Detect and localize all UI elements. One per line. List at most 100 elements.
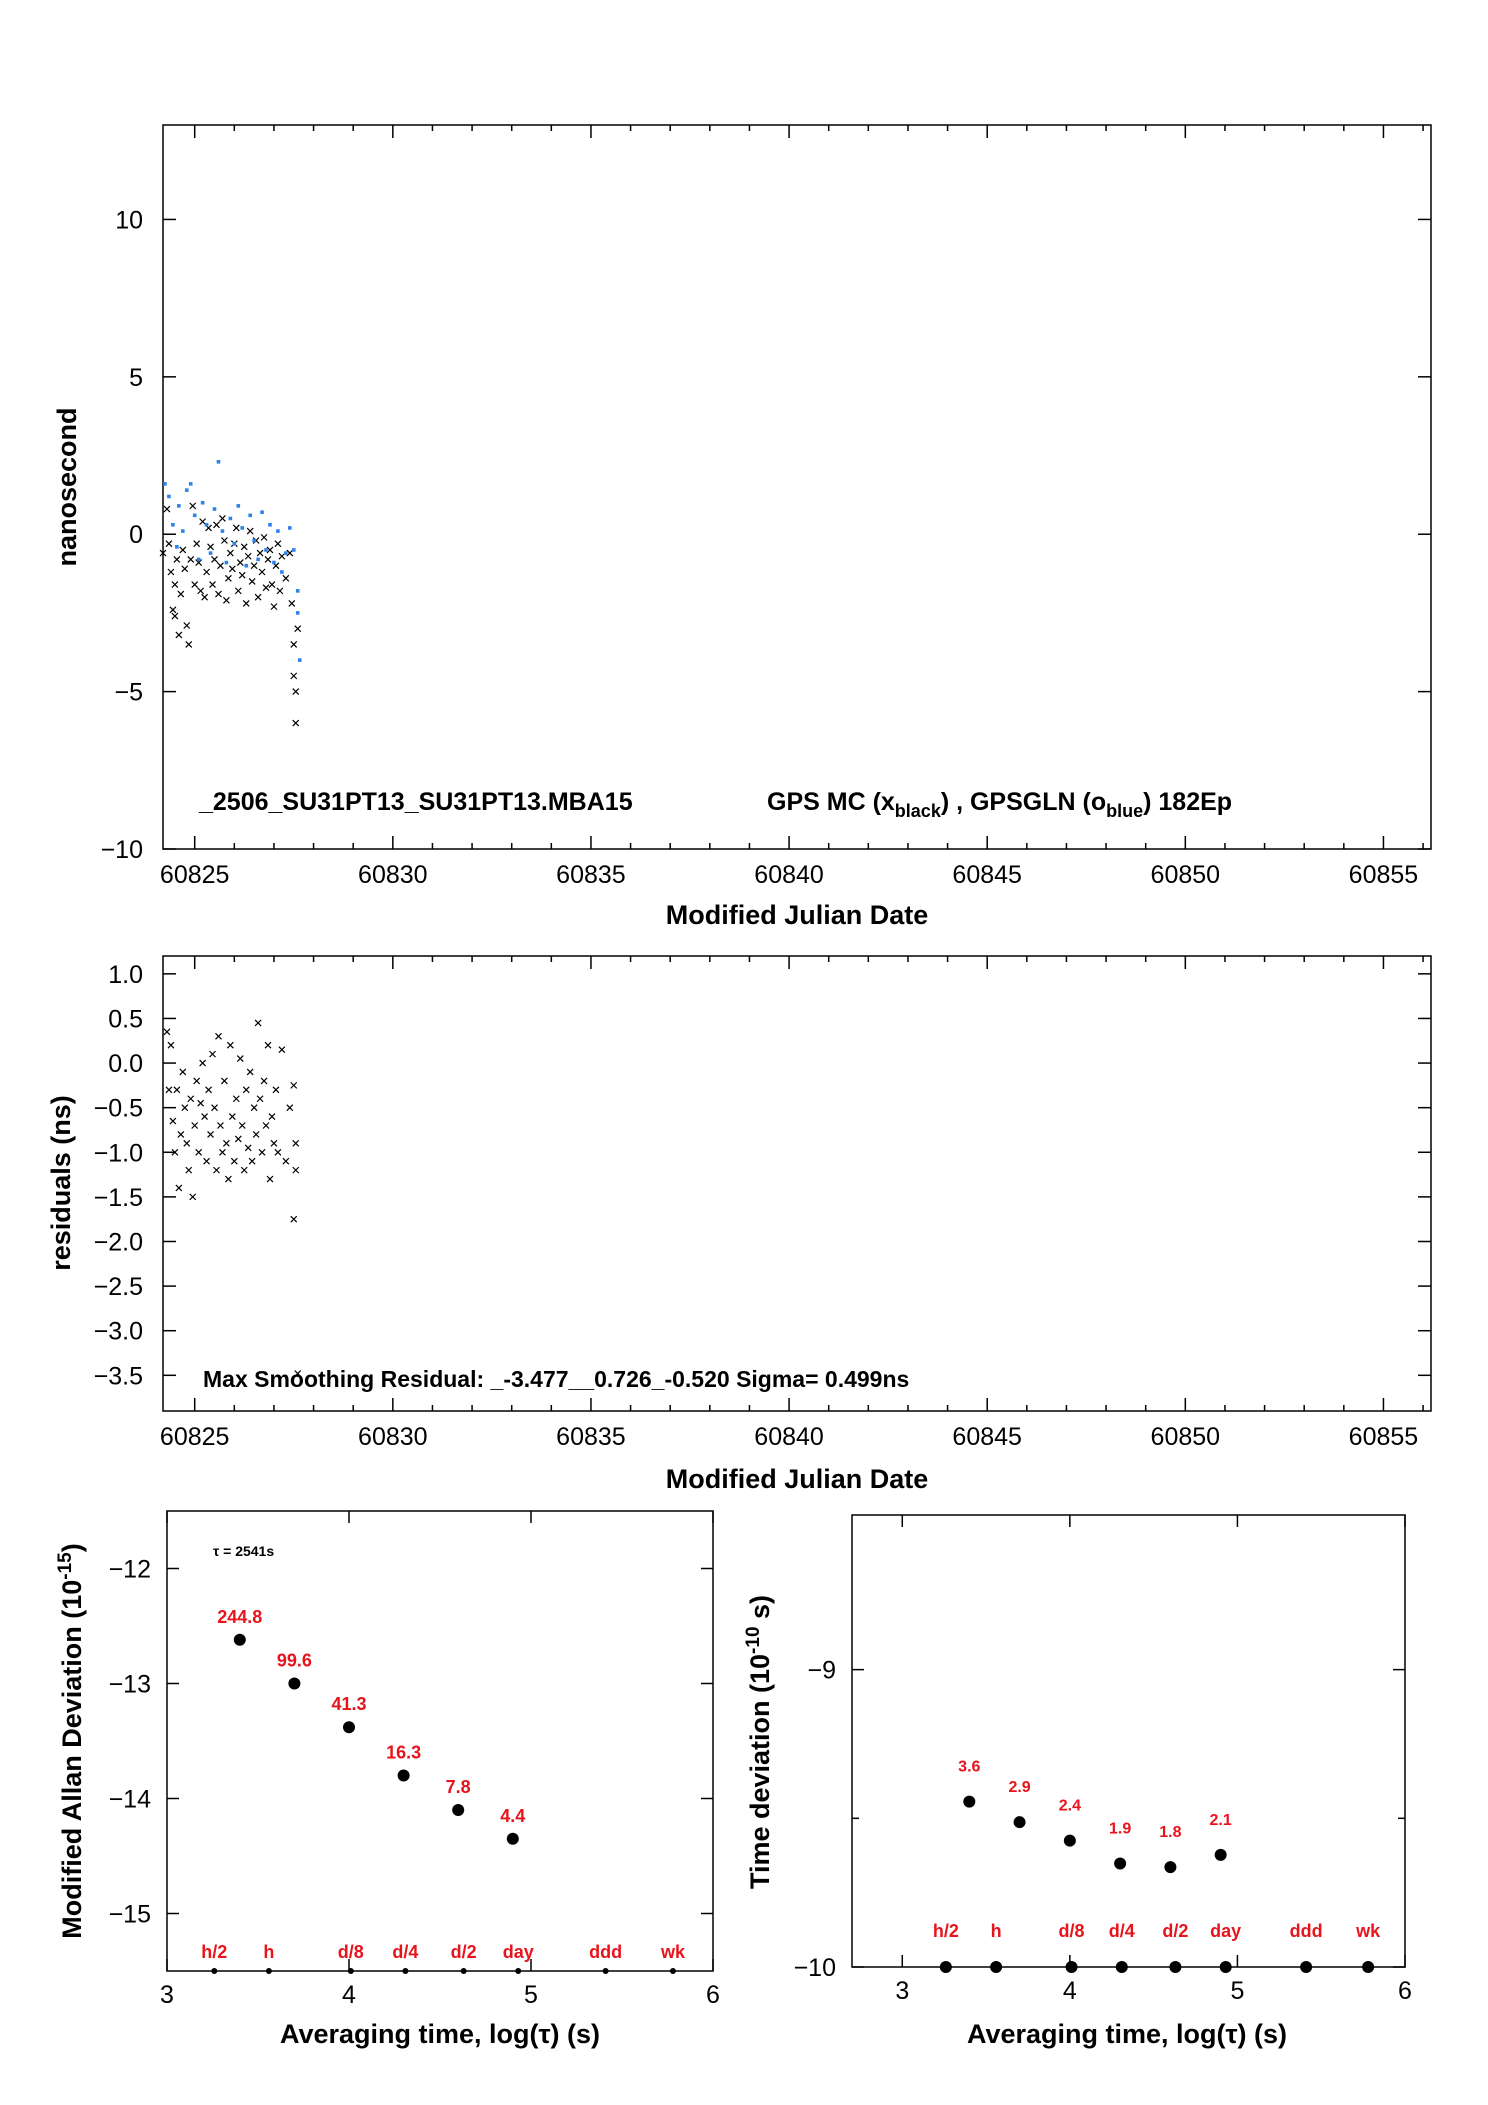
interval-marker (265, 1968, 272, 1974)
x-tick-label: 60845 (952, 861, 1022, 889)
deviation-value-label: 4.4 (500, 1806, 525, 1826)
interval-marker-label: ddd (589, 1942, 622, 1962)
x-tick-label: 60850 (1151, 1423, 1221, 1451)
data-point (295, 611, 300, 615)
y-tick-label: −2.0 (94, 1228, 143, 1256)
data-point (250, 562, 258, 570)
data-point (169, 1117, 177, 1125)
data-point (167, 1041, 175, 1049)
data-point (193, 1077, 201, 1085)
data-point (291, 548, 296, 552)
data-point (290, 672, 298, 680)
data-point (280, 570, 284, 574)
y-tick-label: 5 (129, 364, 143, 392)
deviation-point (1214, 1848, 1227, 1861)
x-tick-label: 60850 (1151, 861, 1221, 889)
data-point (270, 1139, 278, 1147)
x-tick-label: 60840 (754, 1423, 824, 1451)
data-point (177, 504, 181, 508)
data-point (189, 502, 197, 510)
data-point (294, 625, 302, 633)
interval-marker-label: d/2 (451, 1942, 477, 1962)
panel-time-deviation: 3 4 5 6 −9 −10 3.6 2.9 2.4 1.9 1.8 2.1 h/2 h d/8 d/4 d… (743, 1514, 1412, 2049)
interval-marker (402, 1968, 409, 1974)
interval-marker-label: wk (1355, 1921, 1381, 1941)
x-tick-label: 5 (524, 1981, 538, 2009)
deviation-value-label: 244.8 (217, 1607, 262, 1627)
data-point (232, 524, 240, 532)
data-point (175, 545, 179, 549)
data-point (213, 521, 220, 529)
data-point (258, 568, 266, 576)
data-point (248, 1157, 256, 1165)
interval-marker (669, 1968, 676, 1974)
data-point (195, 1148, 203, 1156)
tau-annotation: τ = 2541s (213, 1543, 274, 1559)
x-tick-label: 60855 (1349, 861, 1419, 889)
data-point (250, 1104, 258, 1112)
data-point (211, 555, 218, 563)
data-point (201, 1113, 209, 1121)
data-point (226, 549, 234, 557)
data-point (167, 494, 171, 499)
data-point (268, 581, 276, 589)
interval-marker-label: h/2 (201, 1942, 227, 1962)
data-point (254, 1019, 262, 1027)
data-point (163, 482, 167, 486)
data-point (183, 1139, 191, 1147)
data-point (256, 1095, 264, 1103)
data-point (238, 1122, 246, 1129)
data-point (193, 540, 201, 548)
interval-marker (1065, 1961, 1078, 1973)
deviation-value-label: 2.1 (1210, 1812, 1232, 1829)
x-tick-label: 60835 (556, 1423, 626, 1451)
data-point (185, 1166, 193, 1174)
interval-marker (211, 1968, 218, 1974)
data-point (276, 587, 284, 595)
data-point (266, 1175, 274, 1183)
deviation-value-label: 99.6 (277, 1651, 312, 1671)
data-point (226, 1041, 234, 1049)
interval-marker (1362, 1961, 1375, 1973)
data-point (228, 1113, 236, 1121)
data-point (171, 581, 179, 589)
deviation-point (1063, 1834, 1076, 1847)
deviation-point (452, 1804, 465, 1816)
data-point (197, 1099, 205, 1107)
interval-marker-label: day (1210, 1921, 1241, 1941)
data-point (211, 1104, 218, 1112)
interval-marker (347, 1968, 354, 1974)
data-point (297, 658, 302, 662)
series-residuals (163, 1019, 302, 1377)
data-point (240, 1166, 248, 1174)
data-point (295, 589, 300, 593)
annotation-legend: GPS MC (xblack) , GPSGLN (oblue) 182Ep (767, 788, 1232, 821)
data-point (234, 587, 242, 595)
data-point (232, 1095, 240, 1103)
data-point (248, 513, 252, 518)
x-tick-label: 60825 (160, 861, 230, 889)
y-tick-label: 0.0 (108, 1050, 143, 1078)
annotation-id: _2506_SU31PT13_SU31PT13.MBA15 (198, 788, 633, 816)
data-point (282, 1157, 290, 1165)
y-tick-label: 10 (115, 206, 143, 234)
data-point (254, 593, 262, 601)
data-point (272, 560, 276, 565)
data-point (236, 504, 241, 508)
data-point (230, 1157, 238, 1165)
data-point (192, 513, 197, 518)
data-point (264, 548, 268, 552)
data-point (183, 622, 191, 629)
deviation-point (1114, 1857, 1127, 1870)
data-point (242, 1086, 250, 1094)
data-point (262, 1122, 270, 1129)
panel-modified-allan-deviation: 3 4 5 6 −12 −13 −14 −15 244.8 99.6 41.3 16.3 7.8 4.4… (55, 1510, 720, 2049)
data-point (208, 551, 213, 555)
interval-marker (515, 1968, 522, 1974)
data-point (200, 500, 205, 505)
data-point (288, 526, 292, 530)
data-point (181, 529, 185, 533)
data-point (175, 631, 183, 639)
data-point (264, 555, 272, 563)
